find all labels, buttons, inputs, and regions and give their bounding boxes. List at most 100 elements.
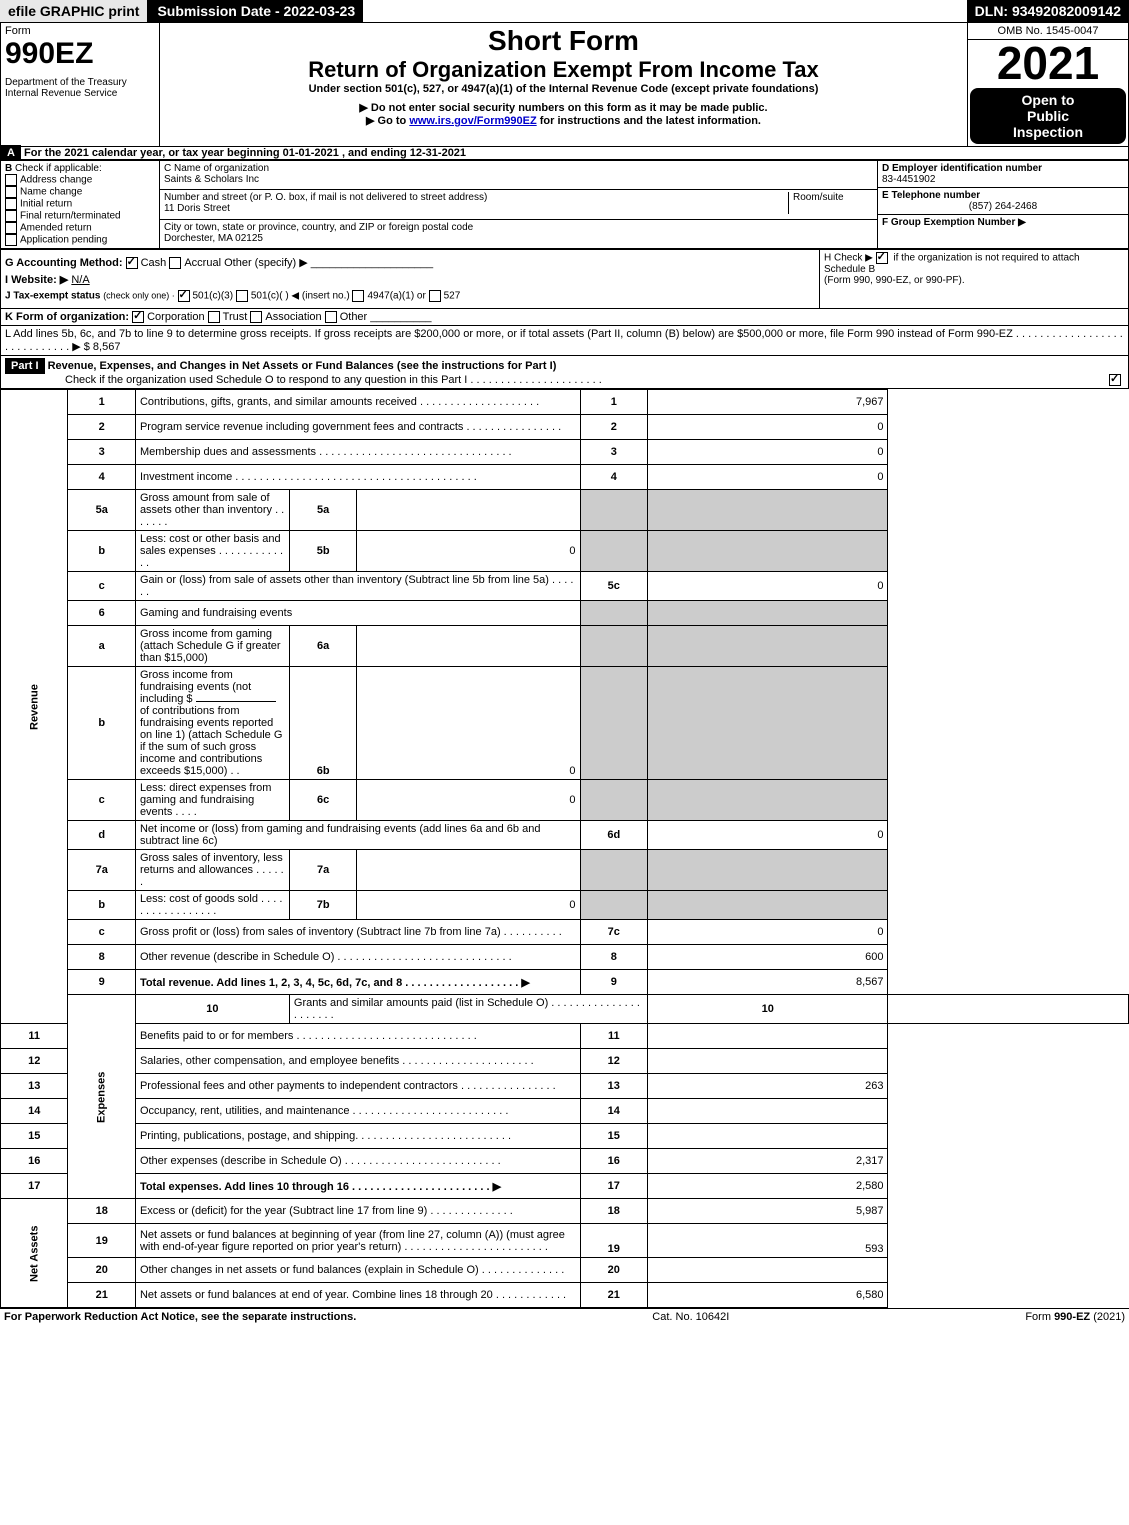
line-desc: Investment income . . . . . . . . . . . … bbox=[135, 465, 580, 490]
table-row: 17 Total expenses. Add lines 10 through … bbox=[1, 1174, 1129, 1199]
shaded-cell bbox=[580, 780, 647, 821]
irs-link[interactable]: www.irs.gov/Form990EZ bbox=[409, 115, 536, 127]
check-501c3[interactable] bbox=[178, 290, 190, 302]
line-num: 12 bbox=[1, 1049, 68, 1074]
opt-corp: Corporation bbox=[147, 311, 204, 323]
box-c-addr-label: Number and street (or P. O. box, if mail… bbox=[164, 192, 487, 203]
line-amt bbox=[648, 1024, 888, 1049]
line-box: 9 bbox=[580, 970, 647, 995]
line-num: 9 bbox=[68, 970, 135, 995]
shaded-cell bbox=[580, 531, 647, 572]
shaded-cell bbox=[580, 490, 647, 531]
sub-box: 6b bbox=[289, 667, 356, 780]
line-num: 10 bbox=[135, 995, 289, 1024]
line-desc: Gross income from gaming (attach Schedul… bbox=[135, 626, 289, 667]
line-desc: Program service revenue including govern… bbox=[135, 415, 580, 440]
check-amended[interactable] bbox=[5, 222, 17, 234]
shaded-cell bbox=[648, 850, 888, 891]
table-row: 21 Net assets or fund balances at end of… bbox=[1, 1283, 1129, 1308]
sub-box: 7a bbox=[289, 850, 356, 891]
check-trust[interactable] bbox=[208, 311, 220, 323]
shaded-cell bbox=[580, 626, 647, 667]
ssn-note: ▶ Do not enter social security numbers o… bbox=[164, 101, 963, 114]
check-address-change[interactable] bbox=[5, 174, 17, 186]
box-g-label: G Accounting Method: bbox=[5, 257, 123, 269]
opt-app-pending: Application pending bbox=[20, 235, 107, 246]
box-c-name-label: C Name of organization bbox=[164, 163, 269, 174]
table-row: c Less: direct expenses from gaming and … bbox=[1, 780, 1129, 821]
line-amt: 263 bbox=[648, 1074, 888, 1099]
efile-print-link[interactable]: efile GRAPHIC print bbox=[0, 0, 149, 22]
open-line2: Public bbox=[974, 108, 1122, 124]
shaded-cell bbox=[580, 601, 647, 626]
line-desc: Gain or (loss) from sale of assets other… bbox=[135, 572, 580, 601]
line-box: 1 bbox=[580, 390, 647, 415]
sub-amt: 0 bbox=[357, 780, 580, 821]
box-d-label: D Employer identification number bbox=[882, 163, 1042, 174]
check-assoc[interactable] bbox=[250, 311, 262, 323]
line-num: 16 bbox=[1, 1149, 68, 1174]
line-desc: Net income or (loss) from gaming and fun… bbox=[135, 821, 580, 850]
line-box: 12 bbox=[580, 1049, 647, 1074]
line-amt: 0 bbox=[648, 821, 888, 850]
check-accrual[interactable] bbox=[169, 257, 181, 269]
shaded-cell bbox=[580, 850, 647, 891]
line-desc: Other changes in net assets or fund bala… bbox=[135, 1258, 580, 1283]
section-a-text: For the 2021 calendar year, or tax year … bbox=[24, 147, 466, 159]
line-desc: Other expenses (describe in Schedule O) … bbox=[135, 1149, 580, 1174]
sub-amt bbox=[357, 490, 580, 531]
opt-4947: 4947(a)(1) or bbox=[367, 291, 425, 302]
check-initial-return[interactable] bbox=[5, 198, 17, 210]
box-e-label: E Telephone number bbox=[882, 190, 980, 201]
sub-box: 7b bbox=[289, 891, 356, 920]
line-num: 15 bbox=[1, 1124, 68, 1149]
box-h-text3: (Form 990, 990-EZ, or 990-PF). bbox=[824, 275, 965, 286]
line-desc: Gross amount from sale of assets other t… bbox=[135, 490, 289, 531]
line-box: 6d bbox=[580, 821, 647, 850]
check-corp[interactable] bbox=[132, 311, 144, 323]
opt-527: 527 bbox=[444, 291, 461, 302]
check-name-change[interactable] bbox=[5, 186, 17, 198]
line-amt: 7,967 bbox=[648, 390, 888, 415]
check-527[interactable] bbox=[429, 290, 441, 302]
check-part1-schedule-o[interactable] bbox=[1109, 374, 1121, 386]
box-b-label: Check if applicable: bbox=[15, 163, 102, 174]
opt-trust: Trust bbox=[223, 311, 248, 323]
line-box: 21 bbox=[580, 1283, 647, 1308]
check-app-pending[interactable] bbox=[5, 234, 17, 246]
check-other-org[interactable] bbox=[325, 311, 337, 323]
line-box: 17 bbox=[580, 1174, 647, 1199]
box-h-text1: H Check ▶ bbox=[824, 253, 873, 264]
section-a: A For the 2021 calendar year, or tax yea… bbox=[0, 147, 1129, 160]
open-line3: Inspection bbox=[974, 124, 1122, 140]
section-a-label: A bbox=[1, 145, 21, 161]
check-final-return[interactable] bbox=[5, 210, 17, 222]
line-amt: 0 bbox=[648, 572, 888, 601]
shaded-cell bbox=[648, 531, 888, 572]
line-desc: Printing, publications, postage, and shi… bbox=[135, 1124, 580, 1149]
line-desc: Total revenue. Add lines 1, 2, 3, 4, 5c,… bbox=[135, 970, 580, 995]
shaded-cell bbox=[580, 891, 647, 920]
line-num: 8 bbox=[68, 945, 135, 970]
line-box: 14 bbox=[580, 1099, 647, 1124]
netassets-vert-label: Net Assets bbox=[1, 1199, 68, 1308]
check-h[interactable] bbox=[876, 252, 888, 264]
line-desc: Gaming and fundraising events bbox=[135, 601, 580, 626]
sub-amt: 0 bbox=[357, 531, 580, 572]
box-k: K Form of organization: Corporation Trus… bbox=[0, 309, 1129, 326]
line-num: 20 bbox=[68, 1258, 135, 1283]
website: N/A bbox=[71, 274, 89, 286]
opt-other-org: Other bbox=[340, 311, 368, 323]
check-4947[interactable] bbox=[352, 290, 364, 302]
table-row: 16 Other expenses (describe in Schedule … bbox=[1, 1149, 1129, 1174]
opt-501c3: 501(c)(3) bbox=[193, 291, 234, 302]
sub-box: 5b bbox=[289, 531, 356, 572]
line-6b-pre: Gross income from fundraising events (no… bbox=[140, 669, 251, 705]
opt-other-method: Other (specify) ▶ bbox=[224, 257, 308, 269]
table-row: b Less: cost or other basis and sales ex… bbox=[1, 531, 1129, 572]
opt-amended: Amended return bbox=[20, 223, 92, 234]
check-cash[interactable] bbox=[126, 257, 138, 269]
line-amt bbox=[648, 1099, 888, 1124]
check-501c[interactable] bbox=[236, 290, 248, 302]
table-row: 8 Other revenue (describe in Schedule O)… bbox=[1, 945, 1129, 970]
